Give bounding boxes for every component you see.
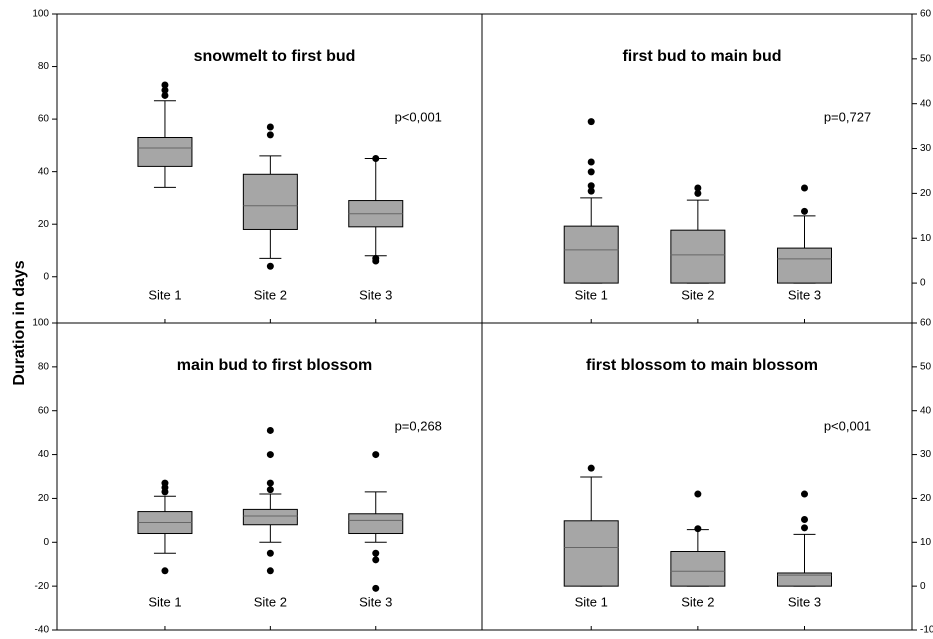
outlier xyxy=(694,189,702,197)
outlier xyxy=(694,525,702,533)
y-tick-label: 0 xyxy=(920,278,926,289)
y-tick-label: 50 xyxy=(920,361,932,372)
outlier xyxy=(587,182,595,190)
outlier xyxy=(801,515,808,523)
box xyxy=(563,225,619,284)
y-tick-label: -10 xyxy=(920,625,933,636)
x-tick-label: Site 2 xyxy=(681,287,714,302)
outlier xyxy=(587,464,595,472)
outlier xyxy=(266,123,274,131)
outlier xyxy=(161,81,169,89)
y-tick-label: 30 xyxy=(920,449,932,460)
outlier xyxy=(372,254,380,262)
y-tick-label: -40 xyxy=(35,625,50,636)
p-value: p<0,001 xyxy=(395,109,442,124)
outlier xyxy=(161,479,169,487)
outlier xyxy=(372,451,380,459)
y-tick-label: 20 xyxy=(38,493,50,504)
box xyxy=(670,229,726,284)
p-value: p=0,268 xyxy=(395,418,442,433)
y-tick-label: 20 xyxy=(920,188,932,199)
box xyxy=(777,247,832,284)
y-tick-label: 100 xyxy=(32,9,49,20)
outlier xyxy=(372,584,380,592)
y-tick-label: 60 xyxy=(38,405,50,416)
box xyxy=(242,173,298,230)
outlier xyxy=(587,158,595,166)
y-tick-label: 0 xyxy=(43,271,49,282)
p-value: p<0,001 xyxy=(824,418,871,433)
box xyxy=(137,136,193,167)
y-tick-label: 10 xyxy=(920,537,932,548)
y-tick-label: 30 xyxy=(920,143,932,154)
x-tick-label: Site 2 xyxy=(681,594,714,609)
outlier xyxy=(266,479,274,487)
y-tick-label: 40 xyxy=(920,405,932,416)
y-tick-label: 40 xyxy=(38,166,50,177)
outlier xyxy=(801,524,808,532)
x-tick-label: Site 3 xyxy=(359,287,392,302)
outlier xyxy=(587,168,595,176)
panel-title: main bud to first blossom xyxy=(177,357,373,374)
x-tick-label: Site 3 xyxy=(788,594,821,609)
y-axis-title: Duration in days xyxy=(11,260,28,385)
outlier xyxy=(266,262,274,270)
panel-title: first bud to main bud xyxy=(622,48,781,65)
y-tick-label: 10 xyxy=(920,233,932,244)
y-tick-label: 60 xyxy=(920,9,932,20)
x-tick-label: Site 1 xyxy=(148,594,181,609)
outlier xyxy=(694,490,702,498)
y-tick-label: 40 xyxy=(38,449,50,460)
panel-title: first blossom to main blossom xyxy=(586,357,818,374)
y-tick-label: 60 xyxy=(38,114,50,125)
x-tick-label: Site 1 xyxy=(575,287,608,302)
outlier xyxy=(161,567,169,575)
outlier xyxy=(372,155,380,163)
outlier xyxy=(694,184,702,192)
outlier xyxy=(587,187,595,195)
y-tick-label: 40 xyxy=(920,98,932,109)
box xyxy=(777,572,832,587)
outlier xyxy=(161,91,169,99)
x-tick-label: Site 1 xyxy=(148,287,181,302)
x-tick-label: Site 3 xyxy=(359,594,392,609)
box xyxy=(242,508,298,526)
y-tick-label: 20 xyxy=(920,493,932,504)
outlier xyxy=(266,451,274,459)
x-tick-label: Site 3 xyxy=(788,287,821,302)
p-value: p=0,727 xyxy=(824,109,871,124)
y-tick-label: 80 xyxy=(38,61,50,72)
x-tick-label: Site 1 xyxy=(575,594,608,609)
x-tick-label: Site 2 xyxy=(254,287,287,302)
y-tick-label: 0 xyxy=(43,537,49,548)
y-tick-label: 80 xyxy=(38,361,50,372)
outlier xyxy=(372,549,380,557)
panel-frame xyxy=(481,322,913,631)
outlier xyxy=(266,567,274,575)
box xyxy=(670,550,726,587)
outlier xyxy=(266,426,274,434)
y-tick-label: -20 xyxy=(35,581,50,592)
outlier xyxy=(801,490,808,498)
box xyxy=(348,513,404,535)
outlier xyxy=(266,131,274,139)
outlier xyxy=(161,86,169,94)
outlier xyxy=(266,486,274,494)
y-tick-label: 60 xyxy=(920,318,932,329)
outlier xyxy=(801,184,808,192)
outlier xyxy=(266,549,274,557)
outlier xyxy=(801,207,808,215)
y-tick-label: 0 xyxy=(920,581,926,592)
outlier xyxy=(587,118,595,126)
y-tick-label: 50 xyxy=(920,53,932,64)
y-tick-label: 20 xyxy=(38,219,50,230)
outlier xyxy=(372,556,380,564)
y-tick-label: 100 xyxy=(32,318,49,329)
x-tick-label: Site 2 xyxy=(254,594,287,609)
panel-title: snowmelt to first bud xyxy=(194,48,356,65)
box xyxy=(563,520,619,587)
